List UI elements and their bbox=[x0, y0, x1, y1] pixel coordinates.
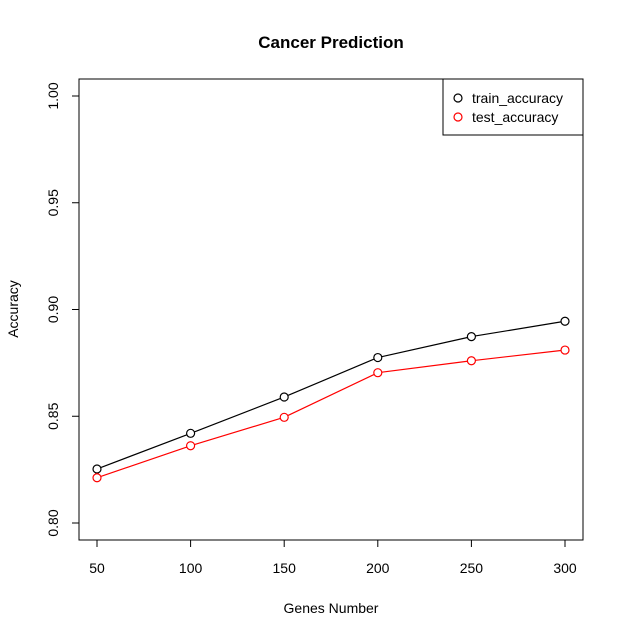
point-train-accuracy bbox=[560, 316, 570, 326]
legend-marker-train-accuracy bbox=[453, 93, 463, 103]
point-test-accuracy bbox=[466, 356, 476, 366]
line-segment-train-accuracy bbox=[475, 321, 562, 337]
point-train-accuracy bbox=[92, 464, 102, 474]
x-tick-label: 50 bbox=[89, 560, 105, 576]
x-tick-label: 250 bbox=[460, 560, 484, 576]
point-train-accuracy bbox=[466, 332, 476, 342]
y-axis: 0.80 0.85 0.90 0.95 1.00 bbox=[45, 82, 80, 537]
x-tick-label: 300 bbox=[553, 560, 577, 576]
point-test-accuracy bbox=[186, 441, 196, 451]
x-axis: 50 100 150 200 250 300 bbox=[89, 539, 577, 576]
y-tick-label: 0.85 bbox=[45, 402, 61, 429]
series-layer bbox=[92, 316, 570, 483]
legend-label-test-accuracy: test_accuracy bbox=[472, 109, 558, 125]
legend: train_accuracy test_accuracy bbox=[442, 78, 584, 136]
y-tick-label: 0.80 bbox=[45, 509, 61, 536]
line-segment-test-accuracy bbox=[194, 417, 281, 446]
point-test-accuracy bbox=[373, 368, 383, 378]
x-tick-label: 150 bbox=[273, 560, 297, 576]
x-axis-label: Genes Number bbox=[284, 600, 379, 616]
line-segment-test-accuracy bbox=[100, 446, 188, 478]
x-tick-label: 200 bbox=[366, 560, 390, 576]
x-tick-label: 100 bbox=[179, 560, 203, 576]
line-segment-test-accuracy bbox=[287, 373, 375, 417]
point-train-accuracy bbox=[373, 352, 383, 363]
point-test-accuracy bbox=[92, 473, 102, 483]
series-train-accuracy bbox=[92, 316, 570, 474]
point-test-accuracy bbox=[560, 345, 570, 355]
y-axis-label: Accuracy bbox=[5, 280, 21, 338]
legend-label-train-accuracy: train_accuracy bbox=[472, 90, 563, 106]
line-segment-train-accuracy bbox=[194, 397, 281, 433]
line-segment-test-accuracy bbox=[475, 349, 562, 361]
legend-marker-test-accuracy bbox=[453, 112, 463, 122]
y-tick-label: 1.00 bbox=[45, 82, 61, 109]
point-test-accuracy bbox=[279, 412, 289, 422]
y-tick-label: 0.95 bbox=[45, 189, 61, 216]
line-segment-train-accuracy bbox=[287, 358, 375, 397]
line-segment-train-accuracy bbox=[100, 434, 188, 469]
line-segment-test-accuracy bbox=[381, 360, 468, 373]
point-train-accuracy bbox=[186, 428, 196, 438]
series-test-accuracy bbox=[92, 345, 570, 483]
y-tick-label: 0.90 bbox=[45, 296, 61, 323]
legend-box bbox=[442, 78, 584, 136]
line-segment-train-accuracy bbox=[381, 336, 468, 358]
chart-title: Cancer Prediction bbox=[258, 33, 404, 52]
point-train-accuracy bbox=[279, 392, 289, 402]
